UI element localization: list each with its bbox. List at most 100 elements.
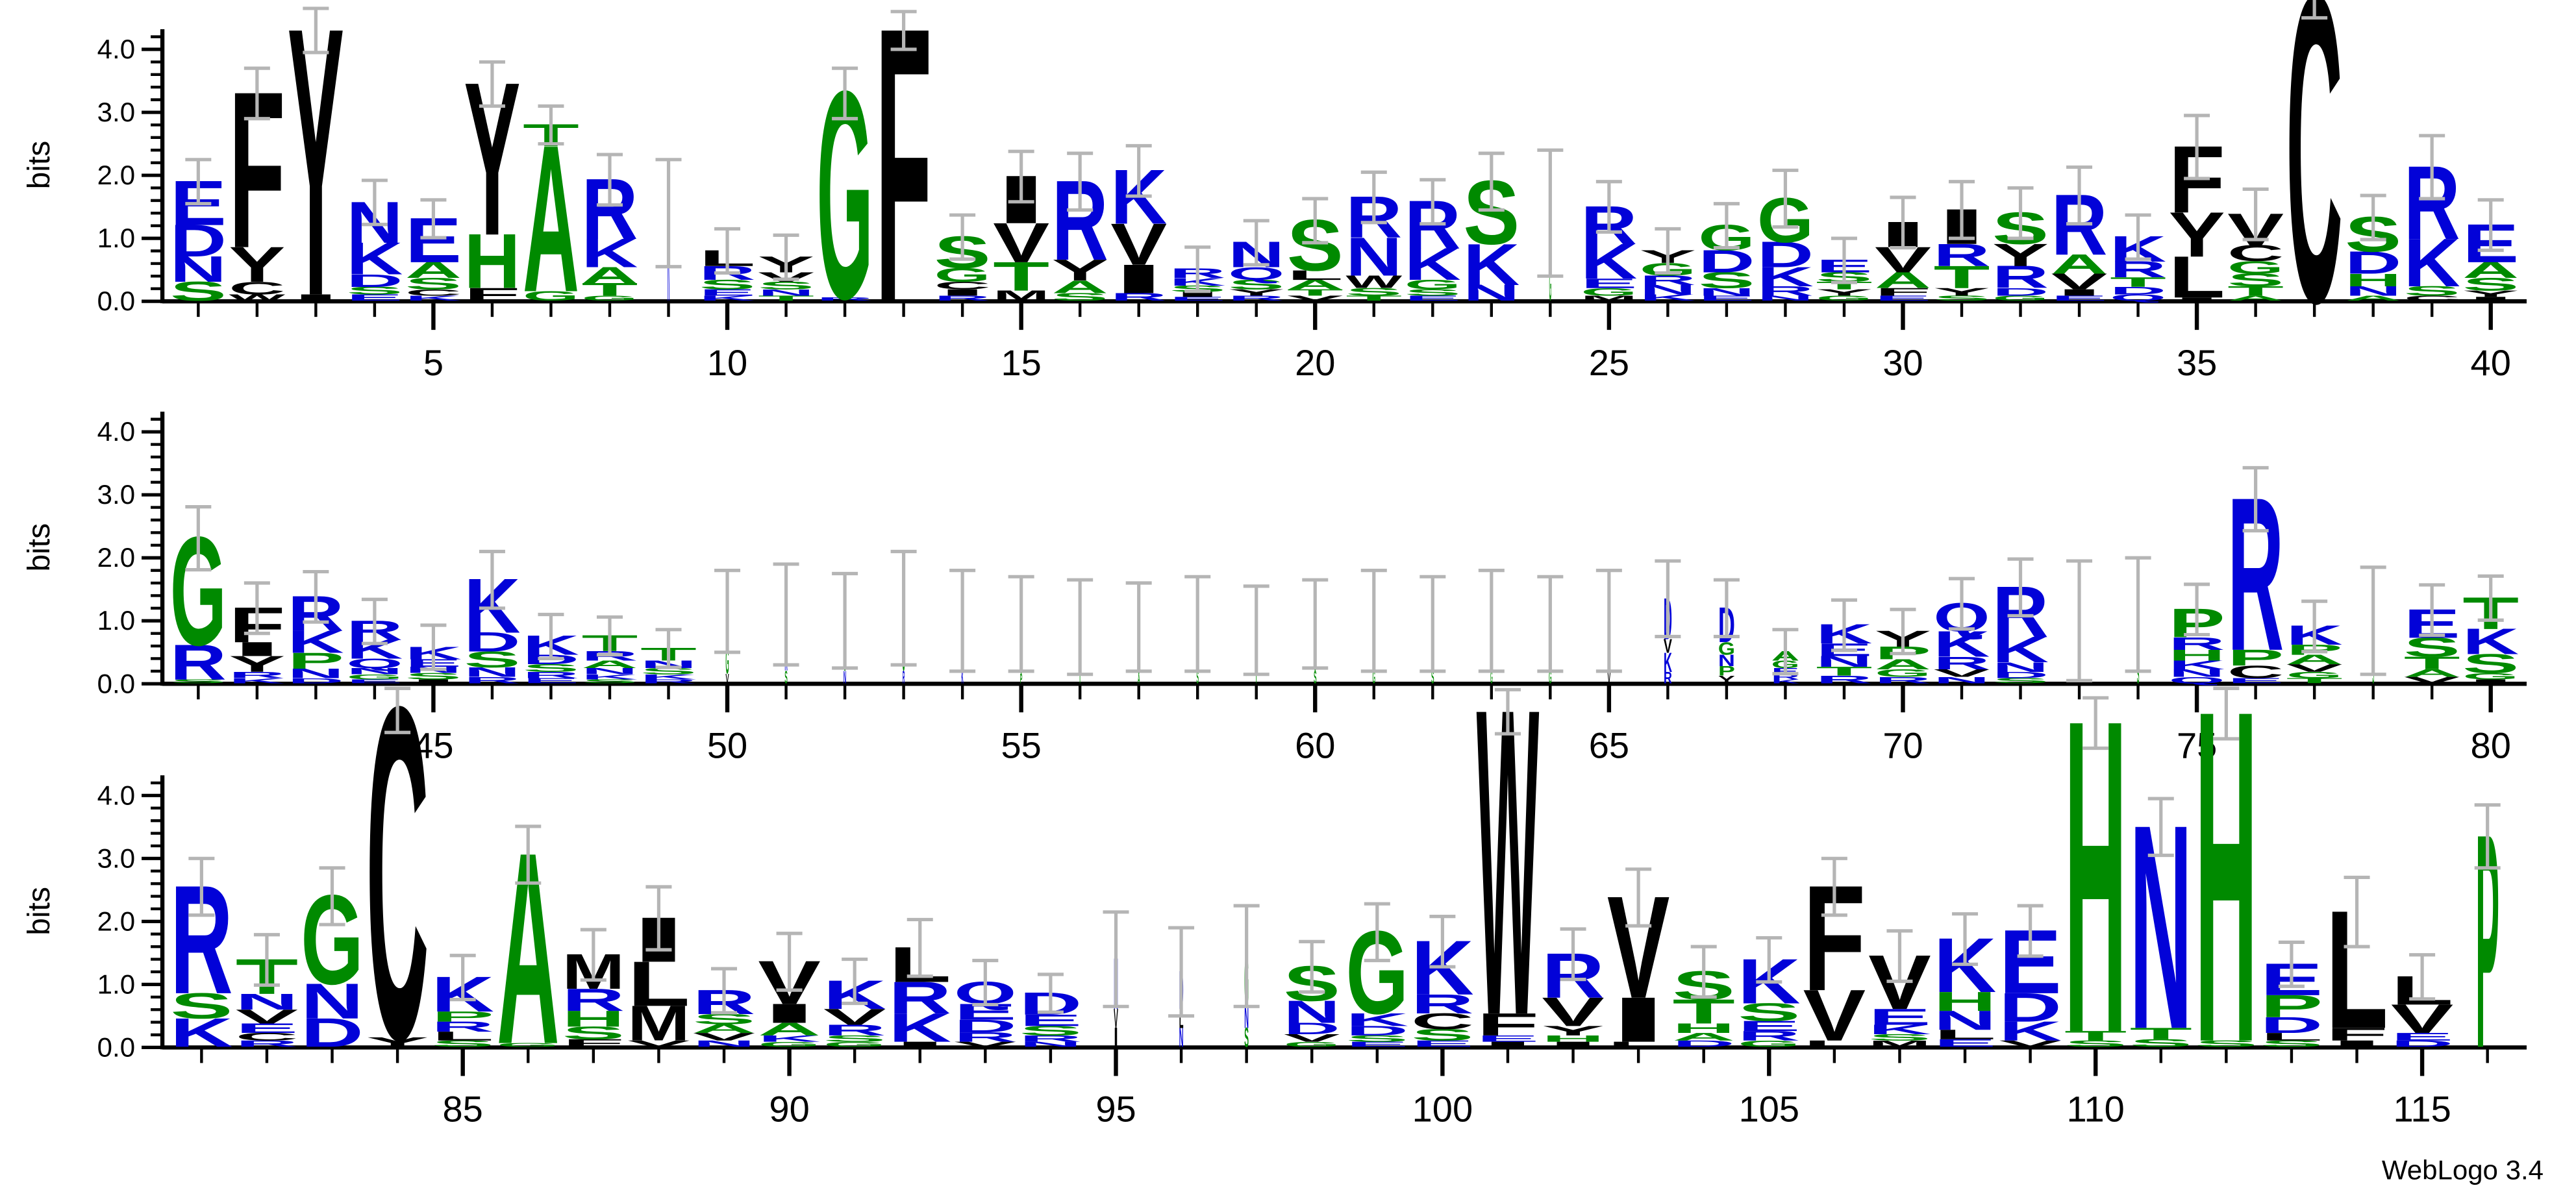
residue-letter-S: S [2195,1039,2258,1049]
residue-letter-C: C [934,279,991,291]
residue-letter-S: S [1431,668,1434,688]
error-bar [645,885,672,952]
residue-letter-A: A [2227,294,2284,303]
error-bar [842,957,868,1006]
error-bar [2125,556,2151,673]
residue-letter-I: I [1114,1023,1118,1053]
error-bar [1478,151,1505,212]
residue-letter-R: R [1228,294,1284,303]
residue-letter-R: R [1640,273,1696,288]
error-bar [1595,569,1622,673]
residue-letter-S: S [823,1034,886,1044]
residue-letter-D: D [2110,284,2166,297]
stack-pos-106: LVF [1803,854,1866,1056]
error-bar [2301,599,2328,654]
residue-letter-T: T [1255,671,1258,686]
y-tick-label: 0.0 [97,286,135,316]
residue-letter-N: N [1244,1000,1249,1035]
residue-letter-N: N [288,665,344,681]
residue-letter-G: G [1284,1040,1340,1048]
weblogo-version-label: WebLogo 3.4 [2382,1154,2544,1185]
stack-pos-64: GPK [1537,575,1564,688]
stack-pos-59: TSG [1243,584,1269,687]
stack-pos-68: KREGA [1771,628,1799,684]
stack-pos-41: SRG [170,504,227,690]
residue-letter-V: V [1110,212,1167,278]
residue-letter-K: K [1463,232,1519,298]
error-bar [2147,797,2174,858]
error-bar [384,686,411,734]
residue-letter-R: R [464,675,520,685]
residue-letter-E: E [1169,296,1226,302]
error-bar [420,623,447,671]
residue-letter-K: K [1664,647,1672,678]
residue-letter-V: V [954,1040,1017,1048]
residue-letter-R: R [640,678,697,684]
stack-pos-111: STN [2129,764,2192,1091]
residue-letter-N: N [170,249,227,290]
x-tick-label: 40 [2471,342,2511,383]
residue-letter-R: R [1019,1034,1082,1044]
error-bar [1949,576,1975,631]
residue-letter-Q: Q [346,656,403,671]
residue-letter-S: S [2129,1037,2192,1049]
residue-letter-N: N [693,1039,756,1049]
x-tick-label: 80 [2471,725,2511,765]
error-bar [1890,608,1916,656]
residue-letter-T: T [993,254,1049,299]
residue-letter-V: V [1607,667,1610,688]
residue-letter-E: E [1405,294,1461,303]
x-tick-label: 20 [1295,342,1335,383]
residue-letter-A: A [2051,249,2108,279]
residue-letter-D: D [346,271,403,291]
stack-pos-37: C [2286,0,2343,394]
stack-pos-114: IFL [2325,875,2388,1064]
residue-letter-A: A [2404,667,2460,679]
residue-letter-G: G [1405,277,1461,293]
error-bar [244,581,270,636]
error-bar [1243,584,1269,676]
residue-letter-R: R [1934,237,1990,273]
stack-pos-35: ILYF [2169,114,2225,310]
residue-letter-E: E [346,678,403,684]
residue-letter-V: V [1542,989,1605,1035]
error-bar [538,612,564,661]
residue-letter-R: R [1110,291,1167,303]
error-bar [1299,939,1325,994]
stack-pos-100: ESCRK [1411,914,1474,1048]
stack-pos-51: SRG [773,562,799,688]
residue-letter-D: D [288,676,344,685]
error-bar [773,562,799,667]
residue-letter-E: E [1738,1018,1801,1034]
residue-letter-V: V [1934,667,1990,679]
stack-pos-18: EISKR [1169,245,1226,302]
residue-letter-V: V [2286,662,2343,675]
residue-letter-S: S [640,666,697,676]
residue-letter-T: T [2227,283,2284,299]
residue-letter-N: N [346,666,403,676]
stack-pos-17: RIVK [1110,143,1167,303]
residue-letter-G: G [1718,638,1735,659]
stack-pos-78: SG [2360,565,2386,689]
error-bar [2007,557,2034,618]
residue-letter-E: E [1934,1037,1997,1049]
stack-pos-47: ERSDK [523,612,579,685]
error-bar [890,10,917,51]
residue-letter-R: R [1411,989,1474,1019]
error-bar [479,60,505,108]
residue-letter-I: I [2462,296,2519,302]
x-tick-label: 85 [443,1088,483,1129]
residue-letter-S: S [699,277,756,293]
residue-letter-N: N [1463,280,1519,306]
stack-pos-97: SNG [1233,904,1260,1053]
residue-letter-S: S [1196,668,1198,688]
residue-letter-S: S [464,647,520,673]
